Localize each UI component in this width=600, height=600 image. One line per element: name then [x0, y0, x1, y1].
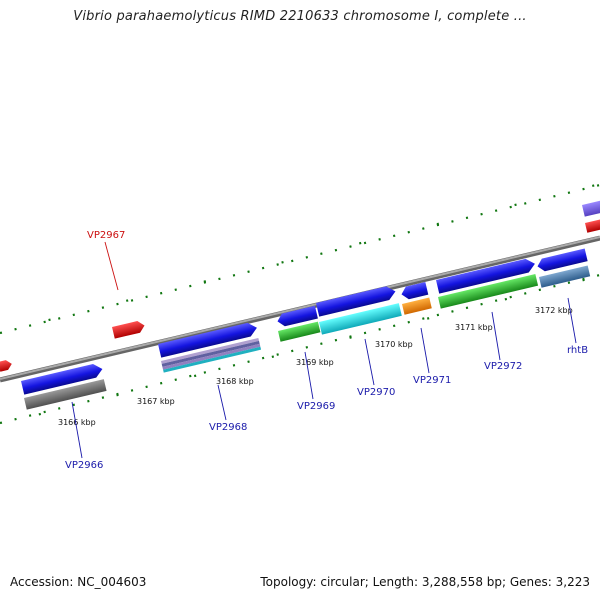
gene-vp2970-arrow[interactable]	[316, 285, 397, 317]
kbp-label: 3169 kbp	[296, 358, 334, 367]
feature-tracks	[0, 199, 600, 410]
kbp-label: 3170 kbp	[375, 340, 413, 349]
feature-red-left[interactable]	[0, 359, 13, 372]
gene-labels: VP2966 VP2968 VP2969 VP2970 VP2971 VP297…	[65, 230, 588, 471]
gene-label-vp2968[interactable]: VP2968	[209, 422, 247, 433]
feature-purple-right[interactable]	[582, 199, 600, 217]
gene-vp2968-stripes[interactable]	[161, 337, 262, 373]
gene-vp2972-green[interactable]	[438, 273, 539, 309]
gene-rhtb-steel[interactable]	[539, 265, 591, 288]
gene-label-vp2972[interactable]: VP2972	[484, 361, 522, 372]
gene-label-vp2967[interactable]: VP2967	[87, 230, 125, 241]
gene-label-rhtb[interactable]: rhtB	[567, 345, 588, 356]
kbp-label: 3166 kbp	[58, 418, 96, 427]
kbp-label: 3167 kbp	[137, 397, 175, 406]
gene-vp2970-cyan[interactable]	[319, 303, 402, 335]
kbp-label: 3168 kbp	[216, 377, 254, 386]
gene-vp2966-arrow[interactable]	[21, 362, 104, 395]
kbp-label: 3172 kbp	[535, 306, 573, 315]
genome-backbone	[0, 235, 600, 383]
gene-vp2969-arrow[interactable]	[276, 305, 318, 328]
gene-label-vp2969[interactable]: VP2969	[297, 401, 335, 412]
gene-vp2971-arrow[interactable]	[400, 282, 429, 301]
gene-label-vp2970[interactable]: VP2970	[357, 387, 395, 398]
gene-label-vp2971[interactable]: VP2971	[413, 375, 451, 386]
kbp-label: 3171 kbp	[455, 323, 493, 332]
gene-vp2967-arrow[interactable]	[112, 320, 146, 339]
gene-vp2969-green[interactable]	[278, 321, 321, 342]
gene-vp2971-orange[interactable]	[402, 297, 432, 315]
leader-lines	[71, 241, 577, 459]
gene-vp2972-arrow[interactable]	[436, 257, 537, 294]
feature-red-right[interactable]	[585, 217, 600, 233]
genome-summary-text: Topology: circular; Length: 3,288,558 bp…	[260, 575, 590, 589]
kbp-labels: 3166 kbp 3167 kbp 3168 kbp 3169 kbp 3170…	[58, 306, 573, 427]
gene-vp2968-arrow[interactable]	[158, 321, 259, 358]
gene-label-vp2966[interactable]: VP2966	[65, 460, 103, 471]
accession-text: Accession: NC_004603	[10, 575, 147, 589]
gene-vp2966-gray[interactable]	[23, 379, 107, 410]
gene-rhtb-arrow[interactable]	[536, 248, 588, 272]
map-title: Vibrio parahaemolyticus RIMD 2210633 chr…	[73, 9, 527, 24]
